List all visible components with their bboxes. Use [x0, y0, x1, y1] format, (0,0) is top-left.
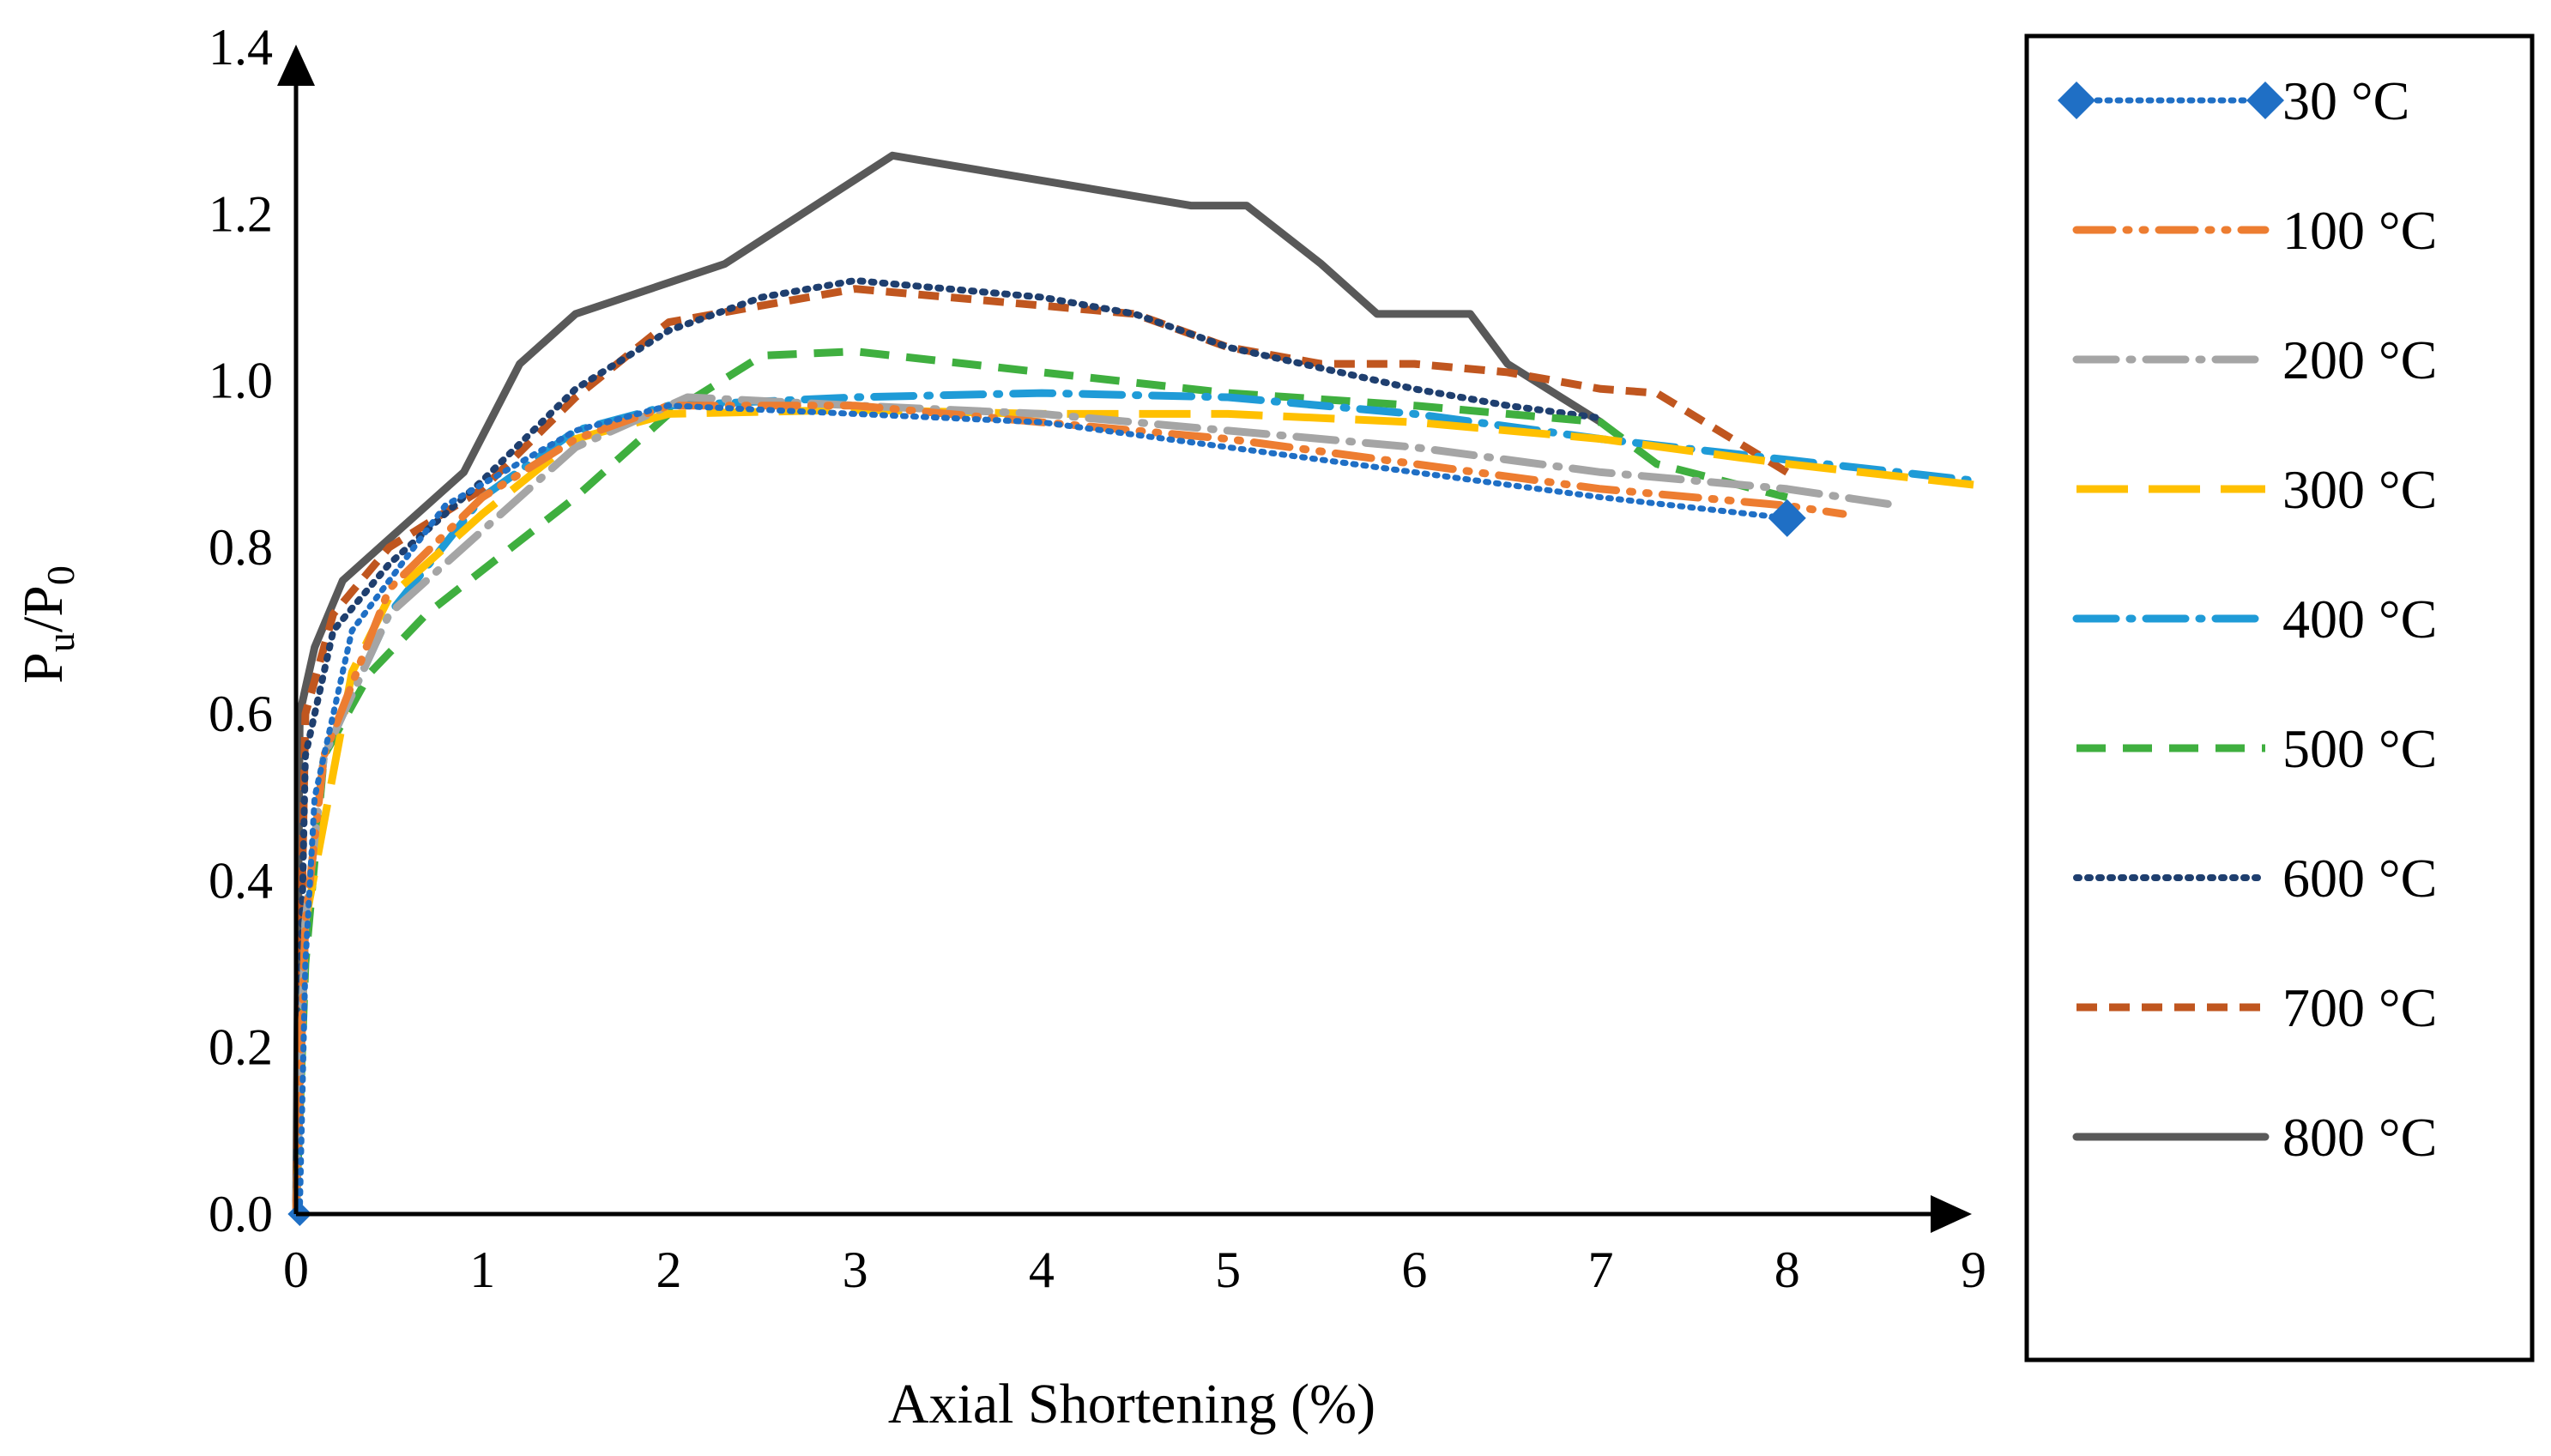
- series-line: [292, 406, 1974, 1215]
- series-line: [296, 402, 1791, 1217]
- legend-item: 30 °C: [2058, 70, 2409, 131]
- plot-area: 0 1 2 3 4 5 6 7 8 9 0.0 0.2 0.4 0.6 0.8 1.0 1.2 1.4: [209, 19, 1986, 1298]
- y-tick-label: 1.4: [209, 19, 273, 76]
- legend-item: 300 °C: [2076, 459, 2437, 520]
- series-line: [292, 402, 1847, 1218]
- legend: 30 °C 100 °C 200 °C 300 °C 400 °C 500 °C 600 °…: [2024, 33, 2535, 1362]
- x-tick-label: 7: [1588, 1242, 1614, 1298]
- x-axis-arrow: [1931, 1195, 1972, 1233]
- y-tick-label: 0.2: [209, 1019, 273, 1076]
- legend-marker: [2246, 82, 2284, 119]
- x-tick-label: 9: [1961, 1242, 1986, 1298]
- x-axis-title: Axial Shortening (%): [888, 1373, 1375, 1435]
- legend-label: 400 °C: [2282, 589, 2437, 649]
- y-axis-title: Pu/P0: [12, 565, 82, 684]
- y-tick-label: 0.4: [209, 852, 273, 909]
- legend-item: 100 °C: [2072, 200, 2437, 261]
- series-line: [292, 151, 1605, 1218]
- legend-label: 800 °C: [2282, 1107, 2437, 1168]
- x-tick-label: 8: [1774, 1242, 1800, 1298]
- y-tick-label: 0.0: [209, 1186, 273, 1242]
- y-tick-label: 0.8: [209, 519, 273, 576]
- legend-item: 800 °C: [2072, 1107, 2437, 1168]
- series-line: [293, 277, 1605, 1217]
- legend-item: 400 °C: [2072, 589, 2437, 649]
- legend-label: 600 °C: [2282, 848, 2437, 909]
- y-tick-labels: 0.0 0.2 0.4 0.6 0.8 1.0 1.2 1.4: [209, 19, 273, 1242]
- legend-marker: [2058, 82, 2095, 119]
- x-tick-label: 1: [469, 1242, 495, 1298]
- legend-label: 700 °C: [2282, 977, 2437, 1038]
- series-line: [292, 393, 1903, 1218]
- x-tick-labels: 0 1 2 3 4 5 6 7 8 9: [283, 1242, 1986, 1298]
- series-layer: [287, 151, 1978, 1226]
- y-tick-label: 0.6: [209, 686, 273, 742]
- y-tick-label: 1.2: [209, 185, 273, 242]
- y-tick-label: 1.0: [209, 353, 273, 409]
- legend-label: 100 °C: [2282, 200, 2437, 261]
- legend-item: 500 °C: [2076, 718, 2437, 779]
- legend-label: 300 °C: [2282, 459, 2437, 520]
- legend-label: 500 °C: [2282, 718, 2437, 779]
- series-line: [292, 285, 1790, 1215]
- y-axis-arrow: [277, 45, 315, 86]
- x-tick-label: 2: [656, 1242, 681, 1298]
- legend-items: 30 °C 100 °C 200 °C 300 °C 400 °C 500 °C 600 °…: [2058, 70, 2437, 1168]
- legend-label: 30 °C: [2282, 70, 2409, 131]
- x-tick-label: 3: [843, 1242, 868, 1298]
- x-tick-label: 4: [1029, 1242, 1055, 1298]
- legend-item: 600 °C: [2073, 848, 2437, 909]
- series-marker: [1768, 498, 1806, 537]
- x-tick-label: 5: [1215, 1242, 1241, 1298]
- legend-box: [2024, 33, 2535, 1362]
- legend-item: 700 °C: [2076, 977, 2437, 1038]
- x-tick-label: 6: [1401, 1242, 1427, 1298]
- x-tick-label: 0: [283, 1242, 309, 1298]
- legend-item: 200 °C: [2072, 329, 2437, 390]
- legend-label: 200 °C: [2282, 329, 2437, 390]
